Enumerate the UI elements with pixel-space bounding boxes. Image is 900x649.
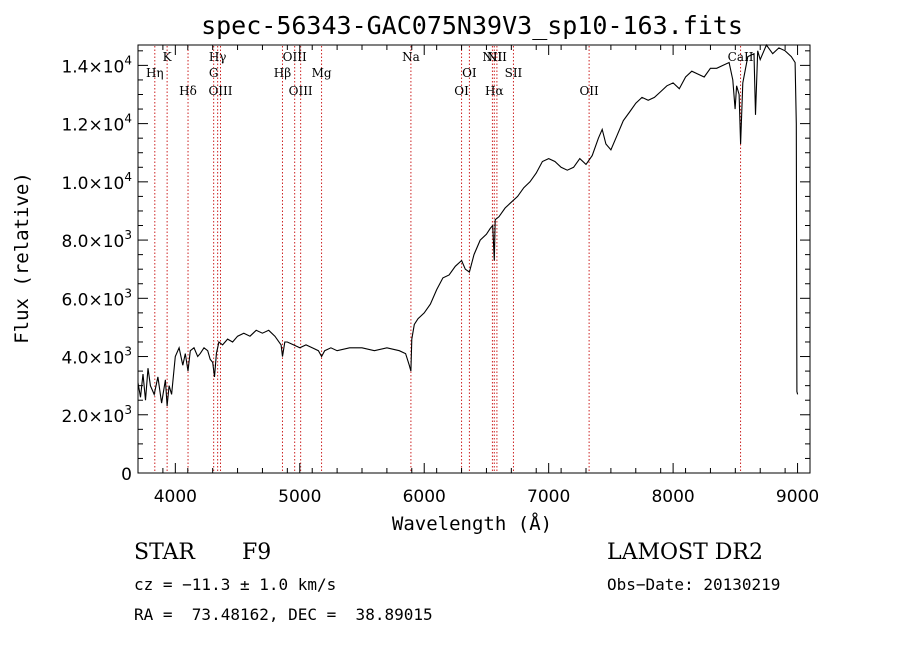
observation-date: Obs−Date: 20130219	[607, 575, 781, 594]
chart-title: spec-56343-GAC075N39V3_sp10-163.fits	[201, 11, 743, 40]
spectral-line-labels: HηKHδGHγOIIIHβOIIIOIIIMgNaOIOINIIHαNIISI…	[146, 50, 754, 98]
plot-frame	[137, 44, 811, 474]
line-label-5: OIII	[208, 84, 232, 98]
line-label-10: Na	[402, 50, 420, 64]
y-tick-label-7: 1.4×104	[61, 53, 132, 77]
line-label-7: OIII	[283, 50, 307, 64]
x-tick-label-2: 6000	[403, 487, 446, 507]
y-tick-label-2: 4.0×103	[61, 345, 132, 369]
y-tick-label-1: 2.0×103	[61, 403, 132, 427]
spectral-subclass: F9	[242, 540, 272, 565]
x-tick-label-1: 5000	[278, 487, 321, 507]
line-label-16: SII	[505, 66, 523, 80]
line-label-1: K	[163, 50, 173, 64]
y-axis-ticks: 0 2.0×103 4.0×103 6.0×103 8.0×103 1.0×104 1.2×…	[61, 50, 810, 485]
spectral-line-markers	[154, 46, 742, 472]
line-label-14: Hα	[485, 84, 504, 98]
line-label-6: Hβ	[274, 66, 291, 80]
x-tick-label-3: 7000	[527, 487, 570, 507]
x-axis-label: Wavelength (Å)	[392, 512, 552, 535]
y-tick-label-0: 0	[121, 465, 132, 485]
line-label-4: Hγ	[209, 50, 227, 64]
line-label-8: OIII	[289, 84, 313, 98]
y-tick-label-4: 8.0×103	[61, 228, 132, 252]
redshift-velocity: cz = −11.3 ± 1.0 km/s	[134, 575, 337, 594]
x-tick-label-4: 8000	[651, 487, 694, 507]
line-label-12: OI	[462, 66, 477, 80]
line-label-15: NII	[487, 50, 507, 64]
line-label-9: Mg	[312, 66, 332, 80]
line-label-17: OII	[579, 84, 599, 98]
x-tick-label-5: 9000	[776, 487, 819, 507]
sky-coordinates: RA = 73.48162, DEC = 38.89015	[134, 605, 433, 624]
y-tick-label-6: 1.2×104	[61, 112, 132, 136]
x-axis-ticks: 4000 5000 6000 7000 8000 9000	[137, 45, 819, 507]
y-tick-label-3: 6.0×103	[61, 286, 132, 310]
line-label-13: NII	[482, 50, 502, 64]
spectrum-series-line	[137, 43, 799, 407]
line-label-11: OI	[454, 84, 469, 98]
y-axis-label: Flux (relative)	[11, 172, 33, 344]
line-label-2: Hδ	[179, 84, 197, 98]
line-label-0: Hη	[146, 66, 164, 80]
line-label-18: CaII	[728, 50, 754, 64]
y-tick-label-5: 1.0×104	[61, 170, 132, 194]
object-type: STAR	[134, 540, 195, 565]
x-tick-label-0: 4000	[154, 487, 197, 507]
survey-name: LAMOST DR2	[607, 540, 763, 565]
line-label-3: G	[209, 66, 219, 80]
